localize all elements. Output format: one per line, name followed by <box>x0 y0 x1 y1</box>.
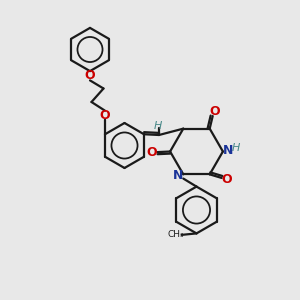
Text: H: H <box>231 143 240 153</box>
Text: O: O <box>147 146 158 159</box>
Text: O: O <box>210 105 220 118</box>
Text: O: O <box>221 173 232 186</box>
Text: H: H <box>153 121 162 131</box>
Text: O: O <box>100 109 110 122</box>
Text: N: N <box>223 143 233 157</box>
Text: CH₃: CH₃ <box>168 230 184 239</box>
Text: N: N <box>173 169 183 182</box>
Text: O: O <box>85 69 95 82</box>
